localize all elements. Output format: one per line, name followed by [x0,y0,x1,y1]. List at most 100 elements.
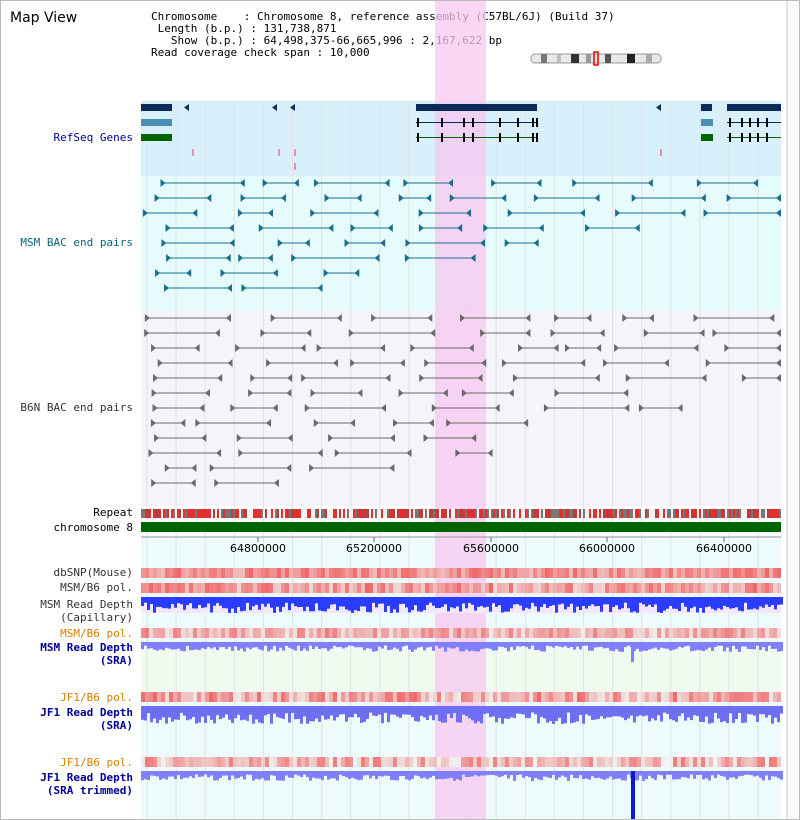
track-label-jf1-b6-pol: JF1/B6 pol. [60,691,133,704]
repeat-mark [587,509,589,518]
depth-bar [189,706,192,720]
heat-cell [161,757,165,767]
refseq-exon [472,118,474,127]
depth-bar [582,597,585,606]
depth-bar [288,706,291,723]
bac-end-marker [277,239,283,247]
repeat-mark [443,509,445,518]
depth-bar [609,642,612,651]
heat-cell [697,628,701,638]
heat-cell [773,692,777,702]
bac-end-marker [206,194,212,202]
bac-end-marker [323,269,329,277]
repeat-mark [405,509,407,518]
depth-bar [360,597,363,607]
depth-bar [369,771,372,779]
bac-end-marker [310,209,316,217]
heat-cell [405,568,409,578]
refseq-transcript [141,134,172,141]
depth-bar [495,771,498,776]
heat-cell [577,757,581,767]
bac-end-marker [418,224,424,232]
heat-cell [501,628,505,638]
heat-cell [369,692,373,702]
bac-end-marker [477,374,483,382]
repeat-mark [501,509,503,518]
bac-end-marker [594,194,600,202]
heat-cell [757,568,761,578]
heat-cell [201,692,205,702]
depth-bar [642,706,645,717]
repeat-mark [231,509,233,518]
bac-end-marker [466,209,472,217]
depth-bar [336,597,339,611]
bac-end-marker [390,434,396,442]
repeat-mark [275,509,277,518]
depth-bar [552,706,555,724]
depth-bar [564,771,567,778]
heat-cell [445,583,449,593]
depth-bar [612,706,615,717]
repeat-mark [575,509,577,518]
repeat-mark [727,509,729,518]
depth-bar [390,706,393,715]
bac-end-marker [586,314,592,322]
heat-cell [373,568,377,578]
repeat-mark [601,509,603,518]
depth-bar [648,771,651,776]
depth-bar [519,597,522,606]
depth-bar [675,597,678,609]
depth-bar [414,771,417,776]
bac-end-marker [155,269,161,277]
repeat-mark [687,509,689,518]
depth-bar [165,706,168,724]
heat-cell [189,692,193,702]
depth-bar [252,706,255,724]
show-label: Show (b.p.) [170,34,244,47]
depth-bar [480,706,483,724]
depth-bar [612,771,615,780]
heat-cell [617,692,621,702]
bac-end-marker [190,479,196,487]
depth-bar [441,597,444,607]
repeat-mark [327,509,329,518]
repeat-mark [245,509,247,518]
depth-bar [243,597,246,611]
heat-cell [141,568,145,578]
track-label-b6n-bac[interactable]: B6N BAC end pairs [20,401,133,414]
repeat-mark [475,509,477,518]
depth-bar [150,597,153,605]
heat-cell [365,757,369,767]
heat-cell [433,757,437,767]
depth-bar [561,642,564,648]
depth-bar [651,642,654,649]
track-label-dbsnp: dbSNP(Mouse) [53,566,133,579]
depth-bar [432,597,435,606]
heat-cell [333,568,337,578]
heat-cell [209,583,213,593]
heat-cell [245,757,249,767]
depth-bar [501,706,504,724]
depth-bar [336,771,339,781]
repeat-mark [199,509,201,518]
depth-bar [747,642,750,649]
heat-cell [425,628,429,638]
repeat-mark [719,509,721,518]
depth-bar [249,642,252,650]
depth-bar [636,597,639,613]
depth-bar [354,706,357,714]
heat-cell [385,583,389,593]
depth-bar [417,597,420,612]
depth-bar [600,597,603,612]
repeat-mark [389,509,391,518]
heat-cell [665,568,669,578]
heat-cell [249,692,253,702]
heat-cell [489,583,493,593]
heat-cell [157,757,161,767]
track-label-msm-bac[interactable]: MSM BAC end pairs [20,236,133,249]
heat-cell [161,628,165,638]
depth-bar [582,706,585,724]
heat-cell [461,692,465,702]
track-label-refseq[interactable]: RefSeq Genes [53,131,133,144]
